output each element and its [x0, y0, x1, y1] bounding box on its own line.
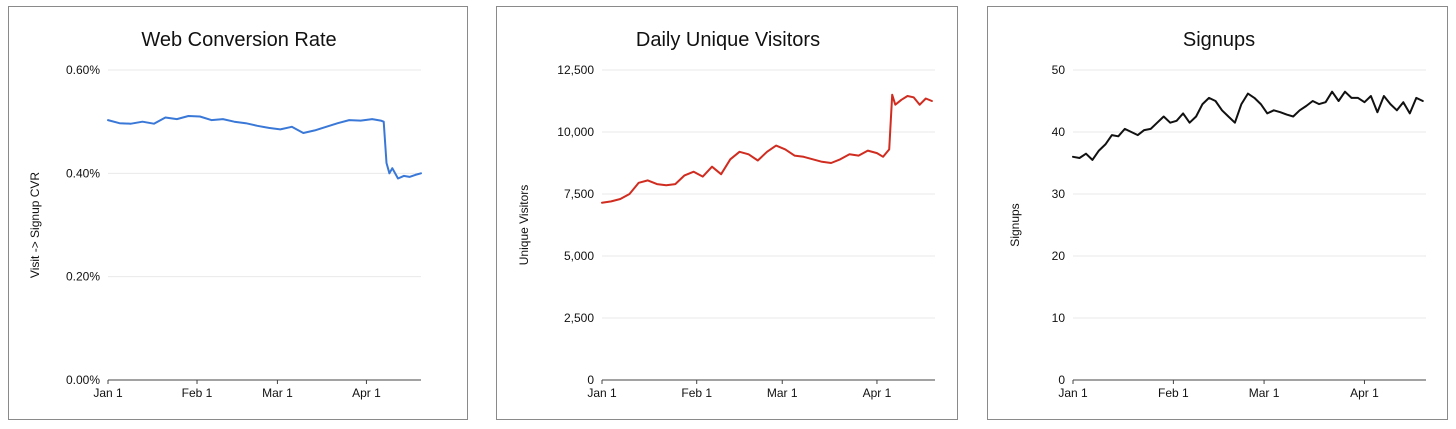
series-line: [1072, 90, 1424, 161]
chart-svg: Web Conversion Rate Visit -> Signup CVR 0.…: [28, 29, 422, 400]
y-tick-label: 40: [1052, 125, 1066, 139]
signups-chart: Signups Signups 0 10 20 30 40 50 Jan 1 Feb 1 Mar 1…: [987, 6, 1448, 420]
x-tick-label: Feb 1: [182, 386, 213, 400]
chart-title: Web Conversion Rate: [141, 29, 336, 51]
y-tick-label: 50: [1052, 63, 1066, 77]
y-axis-label: Signups: [1008, 203, 1022, 246]
x-tick-label: Apr 1: [1350, 386, 1379, 400]
x-tick-label: Feb 1: [1158, 386, 1189, 400]
y-tick-label: 12,500: [557, 63, 594, 77]
y-tick-label: 20: [1052, 249, 1066, 263]
series-line: [107, 115, 422, 180]
y-tick-label: 10: [1052, 311, 1066, 325]
x-tick-label: Jan 1: [93, 386, 123, 400]
x-tick-label: Apr 1: [352, 386, 381, 400]
y-tick-label: 10,000: [557, 125, 594, 139]
y-tick-label: 0: [1058, 373, 1065, 387]
y-tick-label: 30: [1052, 187, 1066, 201]
x-tick-label: Mar 1: [262, 386, 293, 400]
x-tick-label: Feb 1: [681, 386, 712, 400]
y-tick-label: 0.60%: [66, 63, 100, 77]
chart-svg: Signups Signups 0 10 20 30 40 50 Jan 1 Feb 1 Mar 1…: [1008, 29, 1426, 400]
y-tick-label: 0.20%: [66, 270, 100, 284]
series-line: [601, 93, 933, 204]
chart-svg: Daily Unique Visitors Unique Visitors 0 2,5…: [517, 29, 935, 400]
y-tick-label: 7,500: [564, 187, 594, 201]
x-tick-label: Jan 1: [1058, 386, 1088, 400]
x-tick-label: Mar 1: [767, 386, 798, 400]
y-axis-label: Unique Visitors: [517, 185, 531, 265]
y-tick-label: 5,000: [564, 249, 594, 263]
web-conversion-rate-chart: Web Conversion Rate Visit -> Signup CVR 0.…: [8, 6, 468, 420]
y-tick-label: 0: [587, 373, 594, 387]
daily-unique-visitors-chart: Daily Unique Visitors Unique Visitors 0 2,5…: [496, 6, 958, 420]
x-tick-label: Jan 1: [587, 386, 617, 400]
y-tick-label: 2,500: [564, 311, 594, 325]
y-tick-label: 0.00%: [66, 373, 100, 387]
chart-title: Signups: [1183, 29, 1255, 51]
y-axis-label: Visit -> Signup CVR: [28, 172, 42, 278]
x-tick-label: Apr 1: [863, 386, 892, 400]
y-tick-label: 0.40%: [66, 166, 100, 180]
chart-title: Daily Unique Visitors: [636, 29, 820, 51]
x-tick-label: Mar 1: [1249, 386, 1280, 400]
